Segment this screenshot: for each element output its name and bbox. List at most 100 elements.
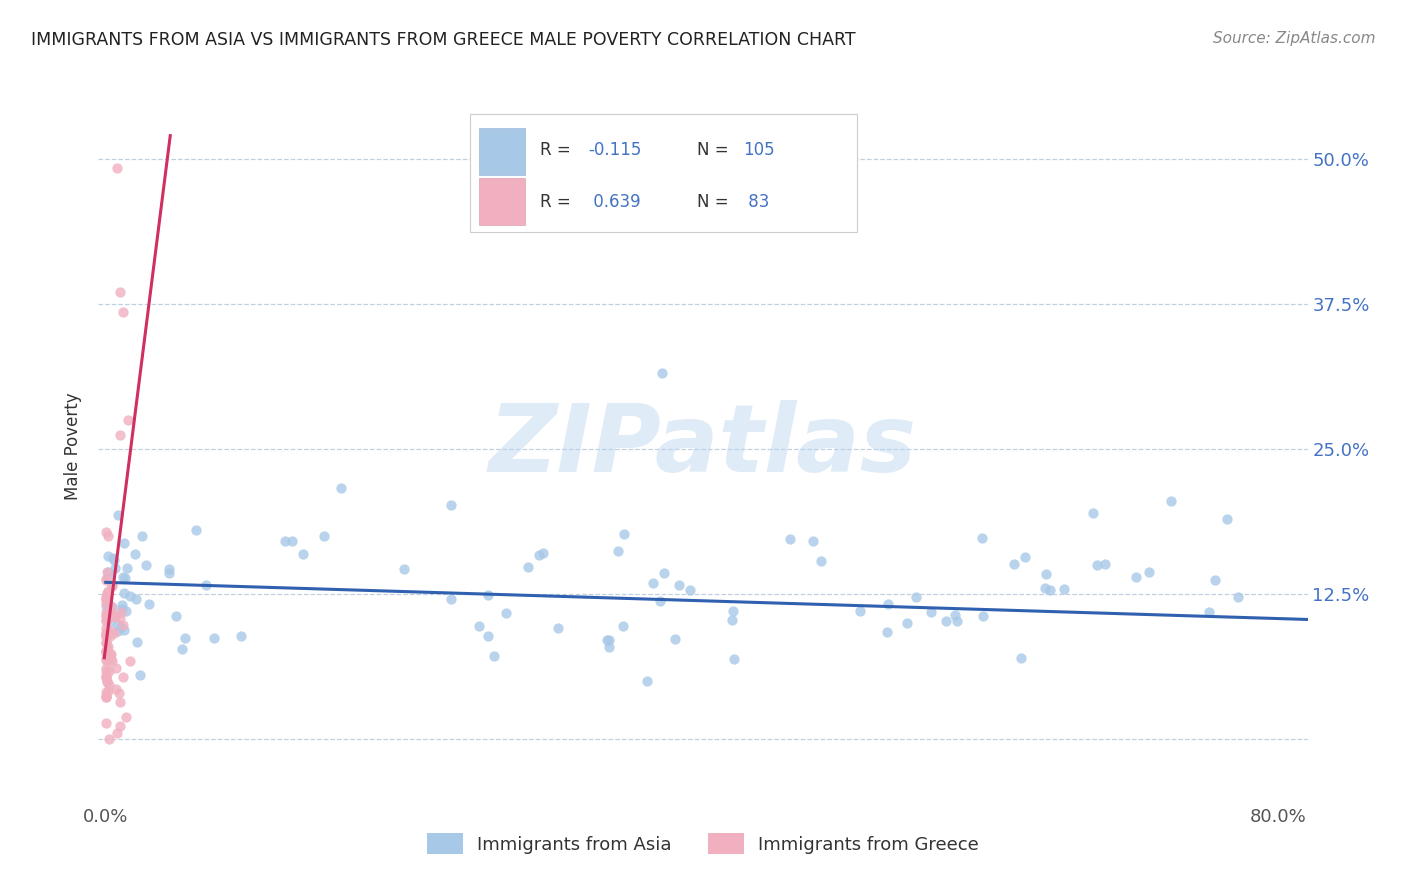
Point [112, 536, 135, 550]
Point [135, 558, 157, 573]
Point [94, 668, 117, 682]
Y-axis label: Male Poverty: Male Poverty [65, 392, 83, 500]
Point [98, 677, 121, 691]
Text: 105: 105 [742, 141, 775, 159]
Point [97, 664, 120, 678]
Point [596, 632, 619, 647]
Point [96, 621, 118, 635]
Point [170, 641, 193, 656]
Point [100, 652, 122, 666]
Point [96, 640, 118, 654]
Text: -0.115: -0.115 [588, 141, 641, 159]
Point [112, 670, 135, 684]
Point [648, 594, 671, 608]
Point [1198, 605, 1220, 619]
Point [94, 591, 117, 606]
Point [112, 586, 135, 600]
Point [94, 661, 117, 675]
Point [392, 562, 415, 576]
Point [94, 690, 117, 704]
Point [128, 668, 150, 682]
Point [96, 644, 118, 658]
Point [107, 624, 129, 639]
Point [1014, 549, 1036, 564]
Point [636, 673, 658, 688]
Point [477, 629, 499, 643]
Point [94, 644, 117, 658]
Point [94, 716, 117, 731]
Point [96, 643, 118, 657]
Point [598, 632, 620, 647]
Point [94, 614, 117, 628]
Point [96, 673, 118, 688]
Point [94, 607, 117, 622]
Point [110, 719, 132, 733]
Point [94, 591, 117, 606]
Point [679, 583, 702, 598]
Point [972, 609, 994, 624]
Point [516, 559, 538, 574]
Point [157, 561, 180, 575]
Text: ZIPatlas: ZIPatlas [489, 400, 917, 492]
Point [723, 652, 745, 666]
Point [440, 592, 463, 607]
Point [654, 566, 676, 580]
Point [125, 592, 148, 607]
Legend: Immigrants from Asia, Immigrants from Greece: Immigrants from Asia, Immigrants from Gr… [419, 826, 987, 862]
Point [104, 609, 127, 624]
Point [96, 599, 118, 613]
Point [876, 624, 898, 639]
Point [94, 627, 117, 641]
Point [612, 618, 634, 632]
Point [111, 602, 134, 616]
Point [1204, 573, 1226, 587]
Point [108, 695, 131, 709]
Point [946, 614, 969, 628]
Point [125, 635, 148, 649]
Point [115, 561, 138, 575]
Point [721, 604, 744, 618]
Point [124, 547, 146, 561]
Point [157, 566, 180, 580]
Point [111, 599, 134, 613]
Point [972, 531, 994, 545]
Point [97, 607, 120, 622]
Point [111, 570, 134, 584]
Text: N =: N = [697, 141, 734, 159]
Point [274, 533, 297, 548]
Point [94, 596, 117, 610]
Point [94, 630, 117, 644]
Point [94, 685, 117, 699]
Point [1002, 558, 1025, 572]
Point [896, 615, 918, 630]
Point [115, 604, 138, 618]
Point [721, 613, 744, 627]
Point [943, 608, 966, 623]
FancyBboxPatch shape [479, 178, 526, 225]
Text: 83: 83 [742, 193, 769, 211]
Point [613, 526, 636, 541]
Point [94, 626, 117, 640]
Point [94, 524, 117, 539]
Point [96, 568, 118, 582]
Point [97, 684, 120, 698]
Point [1010, 651, 1032, 665]
Point [94, 690, 117, 705]
Point [1216, 511, 1239, 525]
Point [97, 529, 120, 543]
Point [668, 578, 690, 592]
Text: N =: N = [697, 193, 734, 211]
Text: 0.639: 0.639 [588, 193, 641, 211]
Point [935, 614, 957, 628]
Point [877, 597, 900, 611]
Text: IMMIGRANTS FROM ASIA VS IMMIGRANTS FROM GREECE MALE POVERTY CORRELATION CHART: IMMIGRANTS FROM ASIA VS IMMIGRANTS FROM … [31, 31, 856, 49]
Point [97, 731, 120, 746]
Point [1125, 570, 1147, 584]
Point [1094, 557, 1116, 571]
Point [184, 523, 207, 537]
Point [810, 554, 832, 568]
Point [96, 585, 118, 599]
Point [314, 529, 336, 543]
Point [904, 591, 927, 605]
Point [547, 621, 569, 635]
